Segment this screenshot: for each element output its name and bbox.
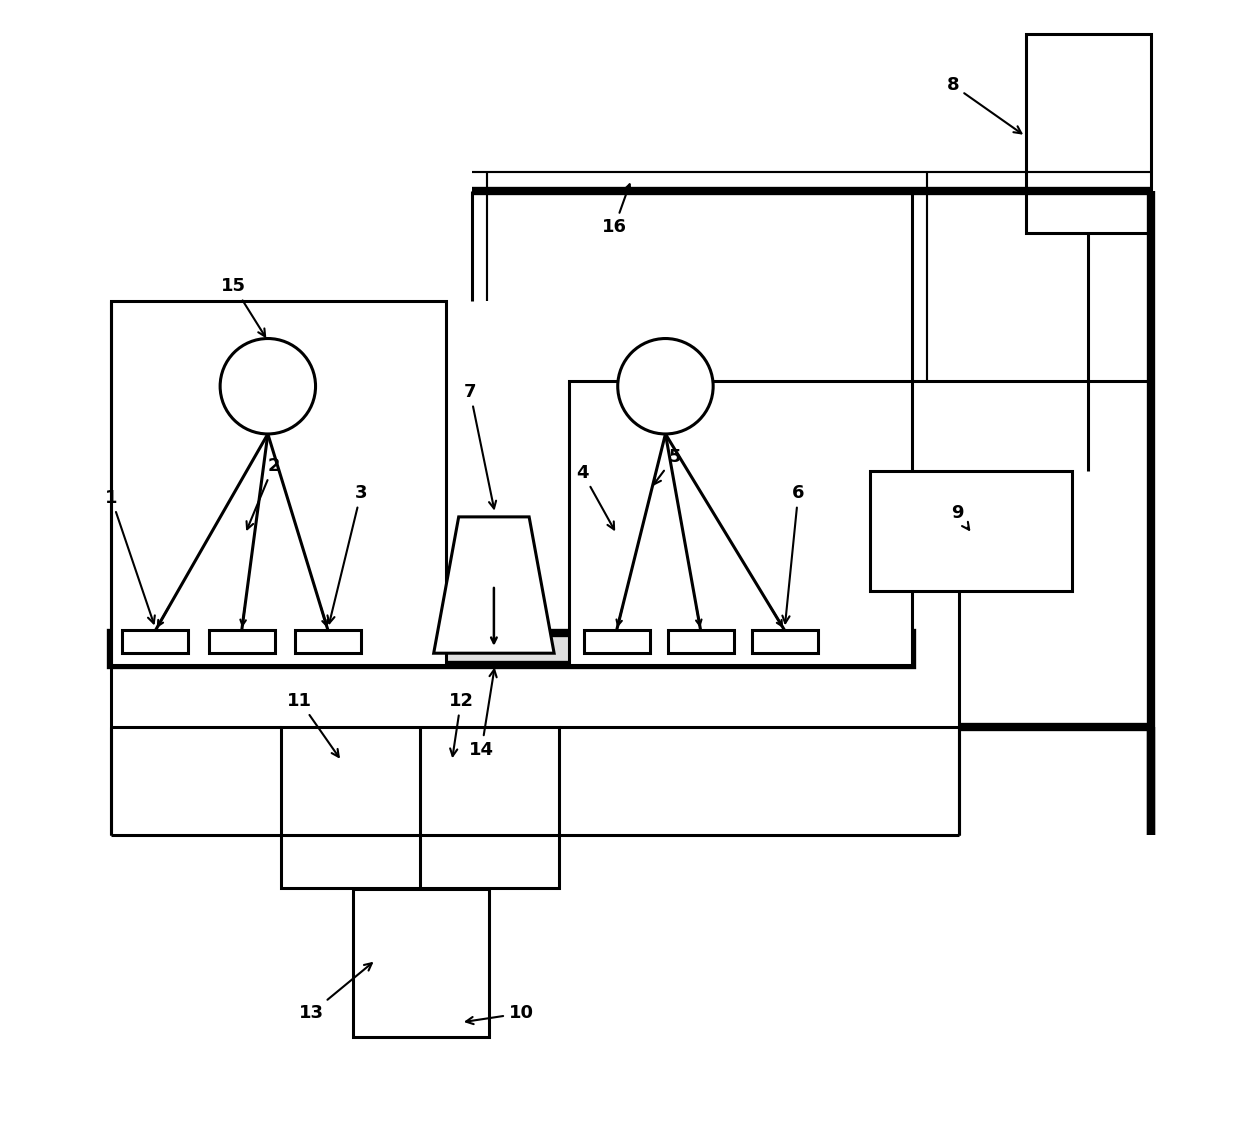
- Text: 12: 12: [449, 692, 474, 757]
- Bar: [353, 889, 490, 1037]
- Text: 1: 1: [105, 488, 155, 624]
- Circle shape: [221, 339, 315, 434]
- Text: 13: 13: [299, 963, 372, 1022]
- Text: 9: 9: [951, 504, 970, 529]
- Polygon shape: [434, 517, 554, 653]
- Text: 10: 10: [466, 1004, 533, 1025]
- Text: 2: 2: [247, 457, 280, 529]
- Circle shape: [618, 339, 713, 434]
- Bar: [281, 727, 559, 888]
- Bar: [123, 630, 188, 653]
- Bar: [870, 471, 1073, 591]
- Text: 14: 14: [469, 669, 497, 759]
- Text: 8: 8: [946, 76, 1022, 133]
- Text: 5: 5: [653, 448, 681, 484]
- Text: 11: 11: [288, 692, 339, 757]
- Text: 4: 4: [577, 463, 614, 529]
- Bar: [751, 630, 817, 653]
- Text: 15: 15: [221, 277, 265, 336]
- Text: 16: 16: [601, 184, 631, 236]
- Bar: [584, 630, 650, 653]
- Bar: [569, 381, 911, 665]
- Bar: [112, 633, 911, 665]
- Text: 3: 3: [327, 484, 367, 624]
- Bar: [112, 301, 446, 665]
- Bar: [667, 630, 734, 653]
- Text: 7: 7: [464, 383, 496, 509]
- Bar: [1025, 34, 1151, 233]
- Bar: [295, 630, 361, 653]
- Bar: [208, 630, 274, 653]
- Text: 6: 6: [782, 484, 805, 624]
